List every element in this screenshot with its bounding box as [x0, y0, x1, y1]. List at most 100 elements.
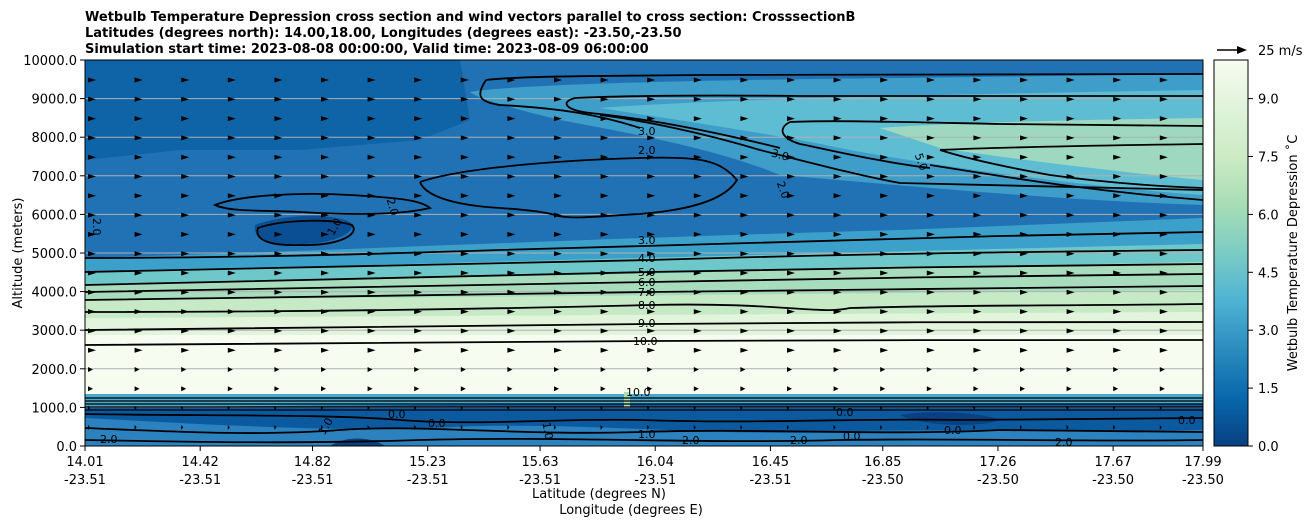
wind-vector	[1159, 270, 1168, 276]
wind-vector	[274, 270, 283, 276]
wind-vector	[507, 231, 516, 237]
wind-vector	[833, 405, 836, 411]
wind-vector	[321, 424, 323, 430]
wind-vector	[693, 154, 702, 160]
colorbar-label: Wetbulb Temperature Depression ˚C	[1285, 135, 1301, 372]
wind-vector	[833, 309, 842, 315]
wind-vector	[880, 96, 889, 102]
wind-vector	[554, 405, 556, 411]
wind-vector	[554, 347, 562, 353]
wind-vector	[973, 231, 982, 237]
contour-3-b	[781, 120, 1203, 169]
wind-vector	[647, 309, 656, 315]
wind-vector	[600, 212, 609, 218]
wind-vector	[1113, 347, 1122, 353]
wind-vector	[554, 328, 562, 334]
wind-vector	[88, 405, 90, 411]
wind-vector	[600, 251, 609, 257]
colorbar-tick-label: 1.5	[1258, 382, 1279, 397]
wind-vector	[134, 309, 143, 315]
wind-vector	[460, 405, 463, 411]
wind-vector	[1066, 328, 1075, 334]
wind-vector	[787, 116, 795, 122]
wind-vector	[321, 96, 329, 102]
wind-vector	[1020, 212, 1028, 218]
wind-vector	[414, 309, 423, 315]
contour-label: 1.0	[638, 428, 656, 441]
wind-vector	[600, 96, 609, 102]
contour-label: 3.0	[638, 234, 656, 247]
wind-vector	[787, 251, 795, 257]
wind-vector	[1113, 96, 1122, 102]
band-top-white	[85, 335, 1203, 395]
wind-vector	[926, 405, 929, 411]
wind-vector	[787, 174, 795, 179]
y-axis-label: Altitude (meters)	[11, 198, 26, 309]
wind-vector	[227, 424, 230, 430]
wind-vector	[367, 154, 376, 160]
wind-vector	[227, 116, 236, 122]
wind-vector	[181, 309, 190, 315]
contour-label: 9.0	[638, 317, 656, 330]
wind-vector	[833, 289, 842, 295]
wind-vector	[88, 193, 96, 199]
wind-vector	[554, 251, 562, 257]
wind-vector	[134, 424, 137, 430]
wind-vector	[1020, 328, 1028, 334]
wind-vector	[367, 386, 373, 392]
wind-vector	[1159, 367, 1165, 372]
wind-vector	[367, 212, 376, 218]
wind-vector	[134, 193, 143, 199]
wind-vector	[134, 270, 143, 276]
wind-vector	[134, 386, 140, 392]
wind-vector	[227, 405, 230, 411]
wind-vector	[367, 328, 376, 334]
contour-lines	[85, 73, 1203, 444]
wind-vector	[1020, 77, 1028, 83]
wind-vector	[227, 174, 236, 179]
wind-vector	[926, 289, 935, 295]
band-upper-dark	[85, 60, 470, 160]
contour-label: 10.0	[633, 335, 658, 348]
wind-vector	[787, 347, 795, 353]
wind-vector	[600, 231, 609, 237]
x-tick-label-lon: -23.50	[862, 473, 904, 488]
wind-vector	[1159, 309, 1168, 315]
wind-vector	[693, 251, 702, 257]
wind-vector	[1159, 424, 1162, 430]
wind-vector	[227, 154, 236, 160]
wind-vector	[227, 135, 236, 141]
wind-vector	[1020, 116, 1028, 122]
wind-vector	[740, 386, 746, 392]
contour-8	[85, 303, 1203, 313]
wind-vector	[321, 386, 326, 392]
x-tick-label-lon: -23.51	[749, 473, 791, 488]
wind-vector	[88, 251, 96, 257]
wind-vector	[1113, 270, 1122, 276]
wind-vector	[787, 386, 792, 392]
x-tick-label-lon: -23.51	[407, 473, 449, 488]
wind-vector	[1206, 251, 1214, 256]
wind-vector	[321, 77, 329, 83]
wind-vector	[88, 386, 93, 392]
wind-vector	[880, 174, 889, 179]
wind-vector	[926, 96, 935, 102]
wind-vector	[1159, 347, 1168, 353]
wind-vector	[973, 251, 982, 257]
wind-vector	[274, 77, 283, 83]
wind-vector	[181, 347, 190, 353]
wind-vector	[1066, 174, 1075, 179]
wind-vector	[507, 154, 516, 160]
wind-vector	[693, 289, 702, 295]
y-tick-label: 4000.0	[32, 286, 78, 301]
wind-vector	[600, 270, 609, 276]
wind-vector	[88, 309, 96, 315]
x-tick-label-lon: -23.51	[64, 473, 106, 488]
wind-vector	[833, 386, 839, 392]
wind-vector	[833, 347, 842, 353]
wind-vector	[880, 405, 883, 411]
wind-vector	[600, 328, 609, 334]
wind-vector	[693, 77, 702, 83]
wind-vector	[647, 231, 656, 237]
